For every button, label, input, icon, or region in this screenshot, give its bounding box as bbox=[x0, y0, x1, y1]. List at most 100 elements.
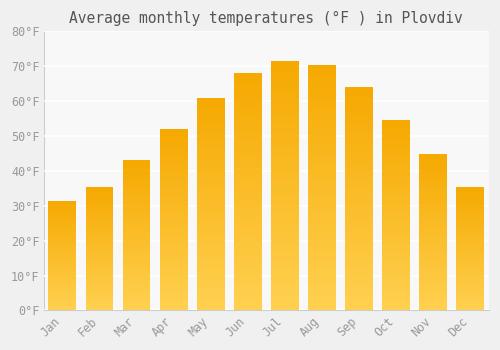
Bar bbox=[271, 70, 299, 74]
Bar bbox=[197, 284, 224, 287]
Bar bbox=[271, 273, 299, 276]
Bar bbox=[160, 283, 188, 286]
Bar bbox=[234, 180, 262, 183]
Bar bbox=[48, 306, 76, 308]
Bar bbox=[122, 282, 150, 284]
Bar bbox=[160, 181, 188, 183]
Bar bbox=[345, 271, 373, 274]
Bar bbox=[86, 245, 114, 247]
Bar bbox=[345, 174, 373, 176]
Bar bbox=[271, 111, 299, 114]
Bar bbox=[160, 306, 188, 308]
Bar bbox=[345, 280, 373, 282]
Bar bbox=[456, 261, 484, 262]
Bar bbox=[234, 147, 262, 150]
Bar bbox=[197, 281, 224, 284]
Bar bbox=[420, 258, 447, 259]
Bar bbox=[382, 201, 410, 203]
Bar bbox=[456, 282, 484, 284]
Bar bbox=[420, 177, 447, 179]
Bar bbox=[197, 247, 224, 249]
Bar bbox=[234, 216, 262, 218]
Bar bbox=[48, 260, 76, 261]
Bar bbox=[420, 197, 447, 198]
Bar bbox=[420, 304, 447, 307]
Bar bbox=[86, 241, 114, 242]
Bar bbox=[308, 249, 336, 252]
Bar bbox=[234, 192, 262, 195]
Bar bbox=[345, 196, 373, 199]
Bar bbox=[160, 303, 188, 306]
Bar bbox=[420, 218, 447, 220]
Bar bbox=[122, 233, 150, 236]
Bar bbox=[456, 264, 484, 266]
Bar bbox=[456, 279, 484, 281]
Bar bbox=[234, 218, 262, 222]
Bar bbox=[345, 126, 373, 129]
Bar bbox=[48, 214, 76, 216]
Bar bbox=[234, 269, 262, 272]
Bar bbox=[86, 266, 114, 267]
Bar bbox=[456, 194, 484, 196]
Bar bbox=[271, 195, 299, 198]
Bar bbox=[160, 188, 188, 190]
Bar bbox=[456, 306, 484, 307]
Bar bbox=[234, 165, 262, 168]
Bar bbox=[160, 152, 188, 154]
Bar bbox=[160, 149, 188, 152]
Bar bbox=[420, 173, 447, 175]
Bar bbox=[382, 194, 410, 196]
Bar bbox=[160, 236, 188, 238]
Bar bbox=[48, 287, 76, 288]
Bar bbox=[308, 71, 336, 74]
Bar bbox=[122, 284, 150, 286]
Bar bbox=[48, 220, 76, 221]
Bar bbox=[456, 262, 484, 264]
Bar bbox=[420, 220, 447, 222]
Bar bbox=[420, 267, 447, 269]
Bar bbox=[420, 171, 447, 173]
Bar bbox=[420, 216, 447, 218]
Bar bbox=[420, 261, 447, 263]
Bar bbox=[160, 292, 188, 295]
Bar bbox=[456, 197, 484, 199]
Bar bbox=[456, 267, 484, 269]
Bar bbox=[271, 176, 299, 180]
Bar bbox=[308, 274, 336, 276]
Bar bbox=[234, 245, 262, 248]
Bar bbox=[197, 138, 224, 140]
Bar bbox=[308, 243, 336, 246]
Bar bbox=[456, 245, 484, 247]
Bar bbox=[308, 86, 336, 89]
Bar bbox=[420, 181, 447, 183]
Bar bbox=[382, 144, 410, 147]
Bar bbox=[48, 294, 76, 295]
Bar bbox=[345, 246, 373, 249]
Bar bbox=[420, 308, 447, 310]
Bar bbox=[382, 248, 410, 251]
Bar bbox=[234, 171, 262, 174]
Bar bbox=[308, 178, 336, 181]
Bar bbox=[160, 177, 188, 179]
Bar bbox=[86, 216, 114, 218]
Bar bbox=[86, 264, 114, 266]
Bar bbox=[382, 173, 410, 175]
Bar bbox=[197, 175, 224, 177]
Bar bbox=[382, 184, 410, 187]
Bar bbox=[456, 215, 484, 216]
Bar bbox=[382, 215, 410, 218]
Bar bbox=[308, 111, 336, 114]
Bar bbox=[271, 214, 299, 217]
Bar bbox=[197, 159, 224, 161]
Bar bbox=[382, 130, 410, 132]
Bar bbox=[271, 307, 299, 310]
Bar bbox=[345, 257, 373, 260]
Bar bbox=[234, 254, 262, 257]
Bar bbox=[382, 289, 410, 292]
Bar bbox=[48, 301, 76, 302]
Bar bbox=[234, 236, 262, 239]
Bar bbox=[345, 149, 373, 152]
Bar bbox=[382, 147, 410, 149]
Bar bbox=[271, 254, 299, 258]
Bar bbox=[234, 79, 262, 82]
